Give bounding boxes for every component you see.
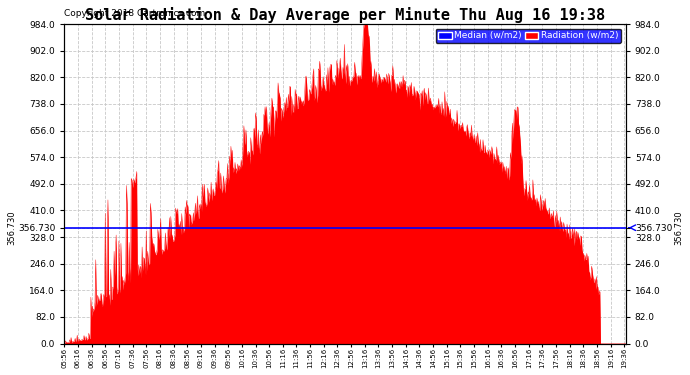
Title: Solar Radiation & Day Average per Minute Thu Aug 16 19:38: Solar Radiation & Day Average per Minute… [85, 7, 605, 23]
Text: Copyright 2018 Cartronics.com: Copyright 2018 Cartronics.com [64, 9, 206, 18]
Text: 356.730: 356.730 [7, 210, 16, 245]
Legend: Median (w/m2), Radiation (w/m2): Median (w/m2), Radiation (w/m2) [435, 28, 621, 43]
Text: 356.730: 356.730 [674, 210, 683, 245]
